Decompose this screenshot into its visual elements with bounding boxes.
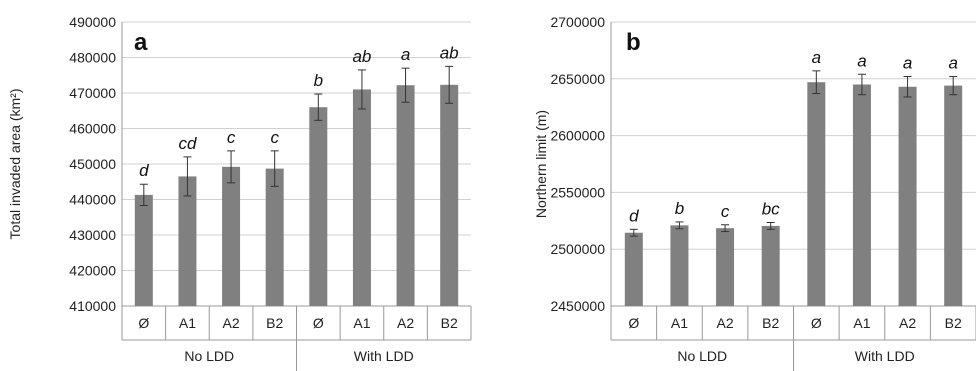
significance-label: cd	[178, 134, 197, 153]
significance-label: a	[812, 48, 821, 67]
bar	[852, 84, 871, 306]
y-tick-label: 420000	[69, 263, 116, 279]
bar	[898, 86, 917, 306]
x-tick-label: A1	[179, 315, 196, 331]
x-tick-label: A1	[671, 315, 688, 331]
y-axis-title: Total invaded area (km²)	[7, 89, 23, 240]
bar	[222, 166, 241, 306]
bar	[944, 85, 963, 306]
x-tick-label: B2	[441, 315, 458, 331]
bar	[624, 232, 643, 306]
y-tick-label: 440000	[69, 192, 116, 208]
bar	[265, 168, 284, 306]
x-tick-label: A2	[223, 315, 240, 331]
group-label: With LDD	[855, 348, 915, 364]
x-tick-label: B2	[266, 315, 283, 331]
x-tick-label: B2	[762, 315, 779, 331]
bar	[716, 228, 735, 306]
significance-label: a	[401, 45, 410, 64]
panel-label: b	[626, 29, 641, 56]
bar	[670, 225, 689, 306]
bar	[396, 85, 415, 306]
significance-label: ab	[440, 43, 459, 62]
bar	[807, 82, 826, 306]
y-tick-label: 2550000	[550, 184, 605, 200]
significance-label: b	[314, 71, 323, 90]
x-tick-label: A2	[899, 315, 916, 331]
bar	[761, 225, 780, 306]
significance-label: a	[903, 54, 912, 73]
x-tick-label: A2	[717, 315, 734, 331]
x-tick-label: Ø	[138, 315, 149, 331]
y-tick-label: 2650000	[550, 71, 605, 87]
significance-label: d	[139, 161, 149, 180]
chart-panel-a: 410000 420000 430000 440000 450000 460000 4700…	[7, 14, 472, 371]
bar	[309, 107, 328, 306]
y-tick-label: 490000	[69, 14, 116, 30]
significance-label: b	[675, 199, 684, 218]
x-tick-label: A1	[353, 315, 370, 331]
panel-label: a	[134, 29, 148, 56]
x-tick-label: A1	[853, 315, 870, 331]
y-axis-title: Northern limit (m)	[533, 110, 549, 218]
x-tick-label: Ø	[811, 315, 822, 331]
significance-label: a	[857, 51, 866, 70]
y-tick-label: 470000	[69, 85, 116, 101]
y-tick-label: 480000	[69, 50, 116, 66]
group-label: No LDD	[184, 348, 234, 364]
chart-panel-b: 2450000 2500000 2550000 2600000 2650000 27000…	[533, 14, 976, 371]
y-tick-label: 2700000	[550, 14, 605, 30]
group-label: With LDD	[354, 348, 414, 364]
x-tick-label: Ø	[313, 315, 324, 331]
bar	[352, 89, 371, 306]
significance-label: bc	[762, 200, 780, 219]
bar	[440, 84, 459, 307]
significance-label: c	[227, 128, 236, 147]
group-label: No LDD	[677, 348, 727, 364]
significance-label: a	[948, 54, 957, 73]
significance-label: ab	[352, 47, 371, 66]
y-tick-label: 410000	[69, 298, 116, 314]
significance-label: c	[270, 128, 279, 147]
significance-label: c	[721, 202, 730, 221]
y-tick-label: 430000	[69, 227, 116, 243]
y-tick-label: 450000	[69, 156, 116, 172]
x-tick-label: Ø	[628, 315, 639, 331]
y-tick-label: 2500000	[550, 241, 605, 257]
bar	[134, 194, 153, 306]
y-tick-label: 460000	[69, 121, 116, 137]
x-tick-label: A2	[397, 315, 414, 331]
significance-label: d	[629, 206, 639, 225]
bar	[178, 176, 197, 306]
y-tick-label: 2450000	[550, 298, 605, 314]
x-tick-label: B2	[945, 315, 962, 331]
y-tick-label: 2600000	[550, 128, 605, 144]
